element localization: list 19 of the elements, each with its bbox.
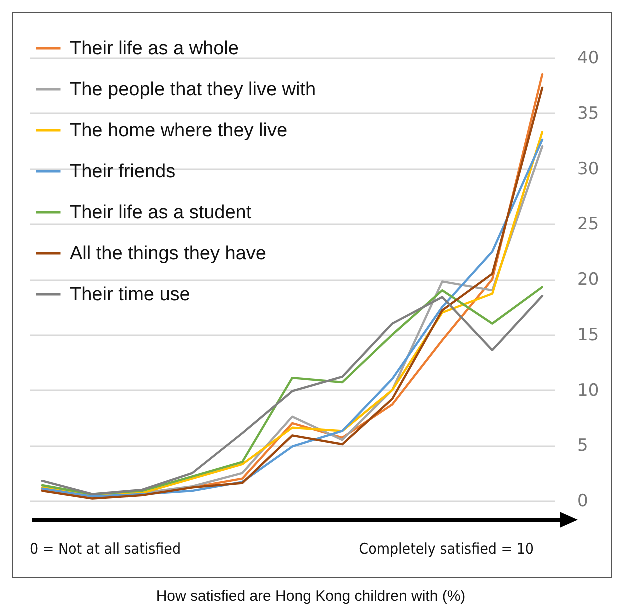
legend-label: Their life as a student <box>70 202 252 224</box>
legend-label: All the things they have <box>70 244 266 264</box>
legend-label: The people that they live with <box>70 80 316 100</box>
legend-label: Their life as a whole <box>70 38 239 60</box>
text: How satisfied are Hong Kong children with (%) <box>155 588 467 605</box>
y-tick-label: 40 <box>578 48 600 68</box>
y-tick-label: 5 <box>578 436 588 456</box>
legend-label: The home where they live <box>70 120 288 142</box>
y-tick-label: 20 <box>578 270 600 290</box>
y-tick-label: 25 <box>578 214 600 235</box>
legend-label: Their friends <box>70 162 176 182</box>
y-tick-label: 10 <box>578 380 600 401</box>
text: 0 = Not at all satisfied <box>30 540 182 558</box>
y-tick-label: 15 <box>578 325 600 346</box>
legend-label: Their time use <box>70 284 190 306</box>
y-tick-label: 0 <box>578 492 588 512</box>
y-tick-label: 30 <box>578 159 600 180</box>
y-tick-label: 35 <box>578 104 600 124</box>
text: Completely satisfied = 10 <box>359 540 534 558</box>
